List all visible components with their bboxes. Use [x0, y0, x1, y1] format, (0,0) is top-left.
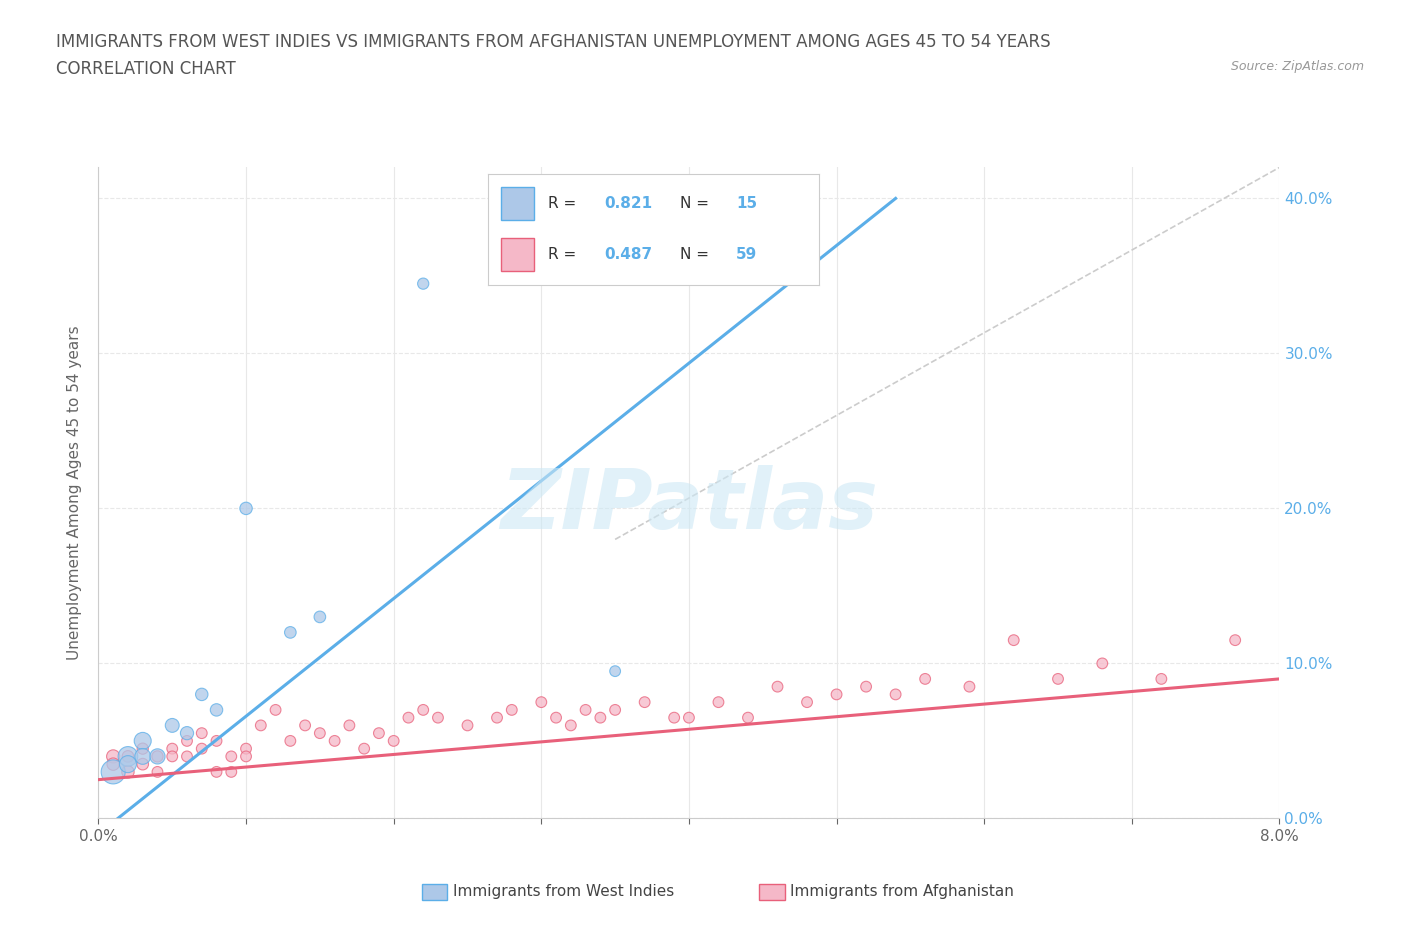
Point: [191, 741, 214, 756]
Point: [103, 764, 125, 779]
Point: [278, 734, 302, 749]
Point: [103, 757, 125, 772]
Point: [737, 711, 759, 725]
Point: [605, 702, 627, 717]
Point: [219, 749, 242, 764]
Point: [367, 725, 389, 740]
Point: [117, 757, 139, 772]
Point: [117, 764, 139, 779]
Point: [235, 741, 257, 756]
Point: [678, 711, 700, 725]
Point: [278, 625, 302, 640]
Point: [337, 718, 360, 733]
Point: [146, 764, 169, 779]
Point: [957, 679, 980, 694]
Point: [353, 741, 375, 756]
Y-axis label: Unemployment Among Ages 45 to 54 years: Unemployment Among Ages 45 to 54 years: [67, 326, 83, 660]
Point: [605, 664, 627, 679]
Point: [176, 749, 198, 764]
Text: Immigrants from West Indies: Immigrants from West Indies: [453, 884, 673, 899]
Point: [176, 734, 198, 749]
Text: CORRELATION CHART: CORRELATION CHART: [56, 60, 236, 78]
Point: [914, 671, 936, 686]
Text: Immigrants from Afghanistan: Immigrants from Afghanistan: [790, 884, 1014, 899]
Point: [884, 687, 907, 702]
Text: Source: ZipAtlas.com: Source: ZipAtlas.com: [1230, 60, 1364, 73]
Point: [589, 711, 612, 725]
Point: [1150, 671, 1173, 686]
Point: [855, 679, 877, 694]
Point: [117, 749, 139, 764]
Point: [1002, 632, 1025, 647]
Text: ZIPatlas: ZIPatlas: [501, 465, 877, 547]
Point: [132, 741, 155, 756]
Point: [219, 764, 242, 779]
Point: [323, 734, 346, 749]
Point: [205, 702, 228, 717]
Point: [1091, 656, 1114, 671]
Point: [205, 734, 228, 749]
Point: [308, 609, 332, 624]
Point: [294, 718, 316, 733]
Point: [264, 702, 287, 717]
Point: [235, 749, 257, 764]
Point: [308, 725, 332, 740]
Point: [191, 687, 214, 702]
Text: IMMIGRANTS FROM WEST INDIES VS IMMIGRANTS FROM AFGHANISTAN UNEMPLOYMENT AMONG AG: IMMIGRANTS FROM WEST INDIES VS IMMIGRANT…: [56, 33, 1050, 50]
Point: [162, 718, 183, 733]
Point: [707, 695, 730, 710]
Point: [412, 276, 434, 291]
Point: [426, 711, 449, 725]
Point: [1046, 671, 1069, 686]
Point: [766, 679, 789, 694]
Point: [132, 734, 155, 749]
Point: [456, 718, 478, 733]
Point: [530, 695, 553, 710]
Point: [396, 711, 419, 725]
Point: [796, 695, 818, 710]
Point: [191, 725, 214, 740]
Point: [412, 702, 434, 717]
Point: [162, 741, 183, 756]
Point: [117, 749, 139, 764]
Point: [205, 764, 228, 779]
Point: [132, 749, 155, 764]
Point: [146, 749, 169, 764]
Point: [162, 749, 183, 764]
Point: [664, 711, 686, 725]
Point: [825, 687, 848, 702]
Point: [1223, 632, 1246, 647]
Point: [560, 718, 582, 733]
Point: [176, 725, 198, 740]
Point: [146, 749, 169, 764]
Point: [501, 702, 523, 717]
Point: [633, 695, 655, 710]
Point: [485, 711, 508, 725]
Point: [235, 501, 257, 516]
Point: [103, 749, 125, 764]
Point: [546, 711, 568, 725]
Point: [250, 718, 273, 733]
Point: [574, 702, 596, 717]
Point: [382, 734, 405, 749]
Point: [132, 757, 155, 772]
